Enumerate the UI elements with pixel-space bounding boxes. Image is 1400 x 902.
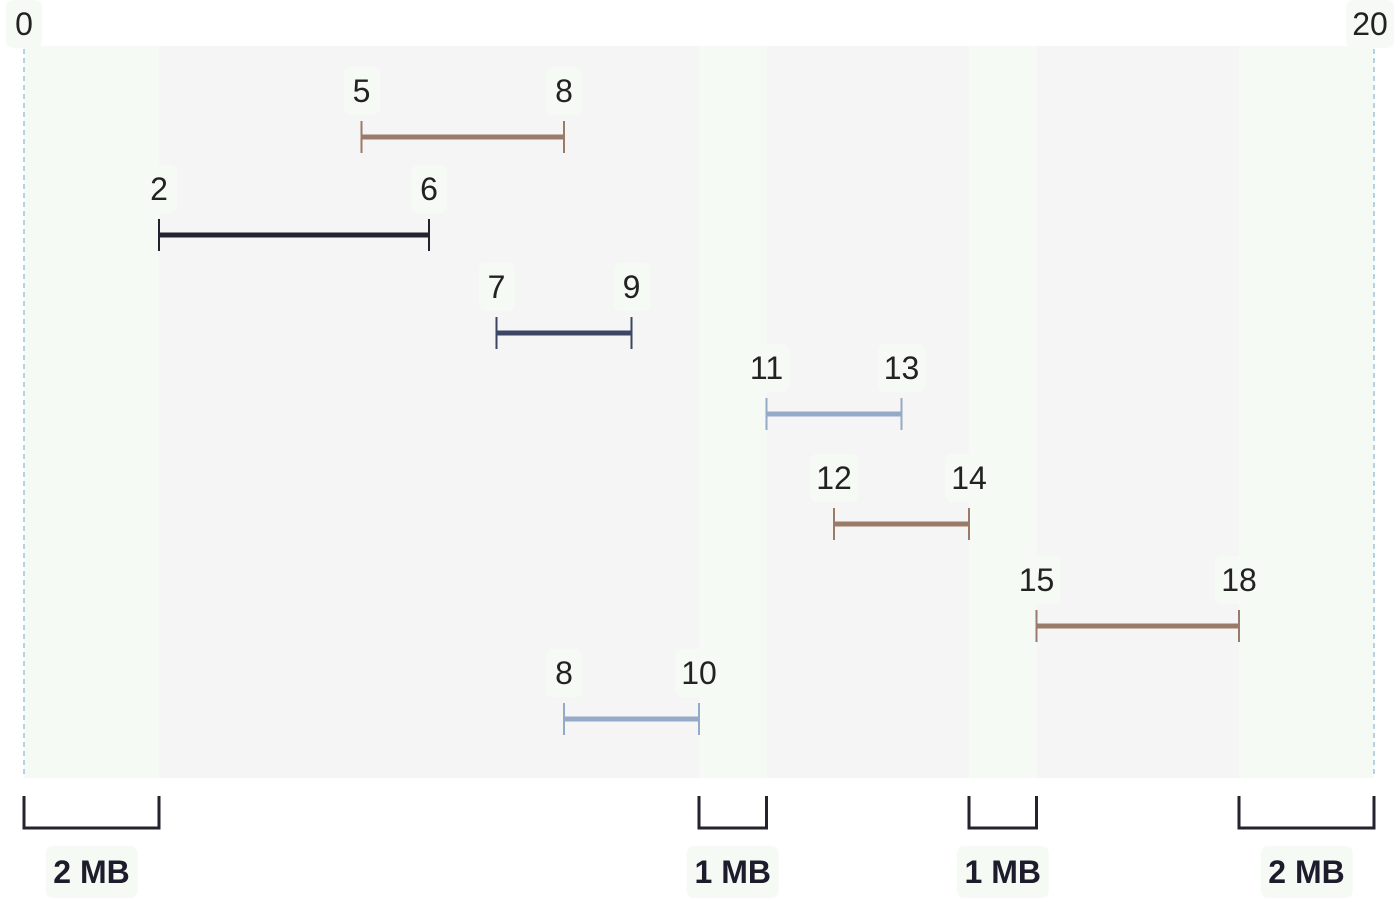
interval-2-start-label: 7 [478, 263, 515, 311]
interval-0-end-label: 8 [546, 67, 582, 115]
free-bracket-3 [1237, 796, 1376, 830]
free-region-2 [969, 46, 1037, 778]
axis-max-label: 20 [1346, 0, 1394, 48]
interval-6-start-label: 8 [546, 649, 582, 697]
free-size-label-0: 2 MB [45, 846, 138, 898]
free-bracket-1 [697, 796, 768, 830]
free-size-label-1: 1 MB [686, 846, 779, 898]
interval-4-start-label: 12 [810, 454, 858, 502]
interval-1-end-label: 6 [411, 165, 447, 213]
free-region-3 [1239, 46, 1374, 778]
interval-1-start-label: 2 [141, 165, 177, 213]
interval-3-end-label: 13 [877, 344, 926, 392]
interval-0-start-label: 5 [343, 67, 380, 115]
free-bracket-2 [967, 796, 1038, 830]
used-region-2 [1036, 46, 1239, 778]
interval-4-end-label: 14 [945, 454, 993, 502]
interval-2-end-label: 9 [613, 263, 650, 311]
free-size-label-3: 2 MB [1260, 846, 1353, 898]
interval-6-end-label: 10 [675, 649, 723, 697]
free-region-0 [24, 46, 159, 778]
interval-3-start-label: 11 [743, 344, 790, 392]
free-size-label-2: 1 MB [956, 846, 1049, 898]
axis-min-label: 0 [6, 0, 42, 48]
used-region-0 [159, 46, 699, 778]
free-bracket-0 [22, 796, 161, 830]
interval-5-start-label: 15 [1012, 556, 1061, 604]
interval-5-end-label: 18 [1215, 556, 1263, 604]
